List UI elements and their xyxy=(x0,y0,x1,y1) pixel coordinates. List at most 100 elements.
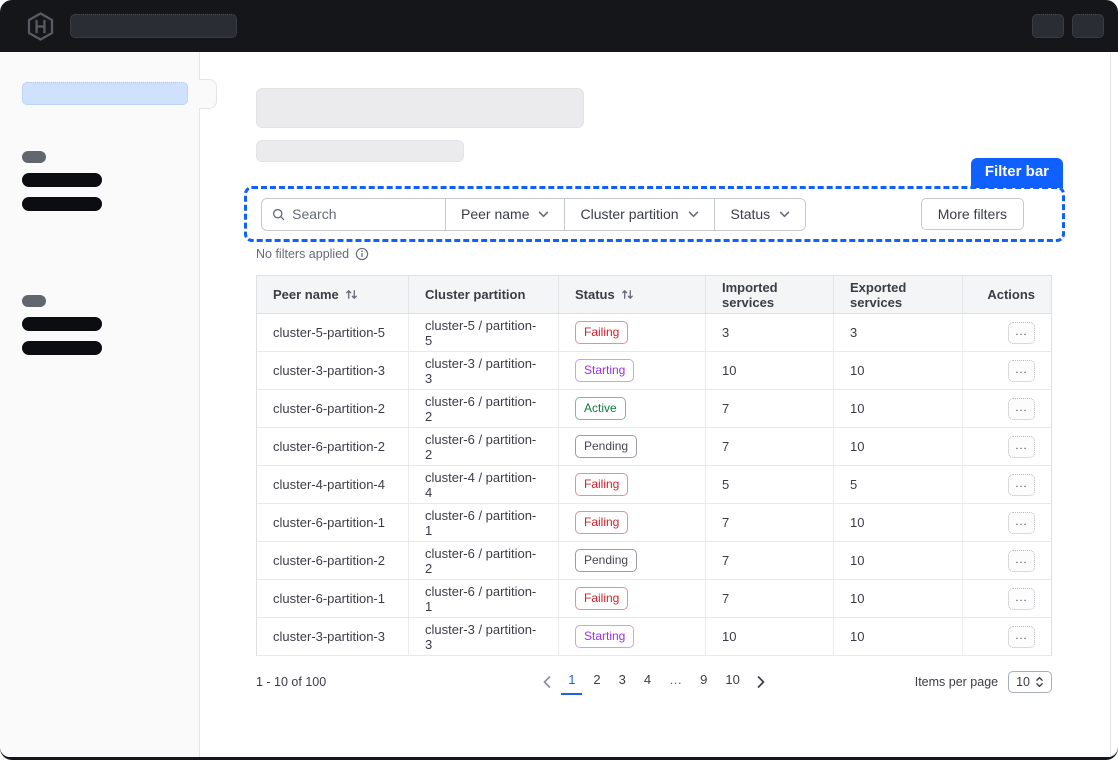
table-row: cluster-3-partition-3 cluster-3 / partiti… xyxy=(257,618,1051,656)
cell-imported-services: 7 xyxy=(705,542,833,579)
status-badge: Active xyxy=(575,397,626,420)
filters-applied-status: No filters applied xyxy=(256,247,1110,261)
cell-actions: ... xyxy=(962,504,1051,541)
page-number-4[interactable]: 4 xyxy=(637,668,658,695)
sidebar-nav-group xyxy=(22,295,187,355)
page-number-1[interactable]: 1 xyxy=(561,668,583,695)
cell-actions: ... xyxy=(962,580,1051,617)
cell-cluster-partition: cluster-6 / partition-2 xyxy=(408,542,558,579)
status-badge: Failing xyxy=(575,511,629,534)
cell-imported-services: 7 xyxy=(705,580,833,617)
cell-cluster-partition: cluster-3 / partition-3 xyxy=(408,352,558,389)
dropdown-label: Peer name xyxy=(461,206,530,222)
status-badge: Pending xyxy=(575,435,638,458)
cell-peer-name: cluster-6-partition-2 xyxy=(273,439,385,454)
column-header-peer-name[interactable]: Peer name xyxy=(257,276,408,313)
cell-actions: ... xyxy=(962,542,1051,579)
page-subtitle-placeholder xyxy=(256,140,464,162)
items-per-page-select[interactable]: 10 xyxy=(1008,670,1053,693)
sidebar-section-label-placeholder xyxy=(22,151,46,163)
table-row: cluster-4-partition-4 cluster-4 / partiti… xyxy=(257,466,1051,504)
row-actions-button[interactable]: ... xyxy=(1008,587,1035,610)
cell-exported-services: 10 xyxy=(833,352,962,389)
cell-peer-name: cluster-6-partition-1 xyxy=(273,591,385,606)
column-label: Status xyxy=(575,287,615,302)
previous-page-button[interactable] xyxy=(537,672,557,692)
page-number-10[interactable]: 10 xyxy=(718,668,746,695)
cell-exported-services: 3 xyxy=(833,314,962,351)
table-header: Peer name Cluster partition Status Impor… xyxy=(257,276,1051,314)
cell-cluster-partition: cluster-6 / partition-1 xyxy=(408,504,558,541)
search-input[interactable] xyxy=(292,206,435,222)
cell-cluster-partition: cluster-3 / partition-3 xyxy=(408,618,558,655)
table-body: cluster-5-partition-5 cluster-5 / partiti… xyxy=(257,314,1051,656)
filter-dropdown-peer-name[interactable]: Peer name xyxy=(445,198,565,230)
cell-actions: ... xyxy=(962,352,1051,389)
sort-icon xyxy=(621,290,633,299)
row-actions-button[interactable]: ... xyxy=(1008,511,1035,534)
items-per-page-value: 10 xyxy=(1016,674,1031,689)
page-number-9[interactable]: 9 xyxy=(693,668,714,695)
status-badge: Failing xyxy=(575,473,629,496)
row-actions-button[interactable]: ... xyxy=(1008,359,1035,382)
cell-status: Failing xyxy=(558,314,705,351)
peers-table: Peer name Cluster partition Status Impor… xyxy=(256,275,1052,656)
row-actions-button[interactable]: ... xyxy=(1008,397,1035,420)
row-actions-button[interactable]: ... xyxy=(1008,625,1035,648)
nav-button-placeholder xyxy=(1032,14,1064,38)
column-label: Cluster partition xyxy=(425,287,526,302)
next-page-button[interactable] xyxy=(751,672,771,692)
chevron-down-icon xyxy=(688,211,698,217)
cell-cluster-partition: cluster-5 / partition-5 xyxy=(408,314,558,351)
sidebar-section-label-placeholder xyxy=(22,295,46,307)
row-actions-button[interactable]: ... xyxy=(1008,549,1035,572)
nav-actions xyxy=(1032,14,1104,38)
table-row: cluster-6-partition-1 cluster-6 / partiti… xyxy=(257,580,1051,618)
table-row: cluster-6-partition-2 cluster-6 / partiti… xyxy=(257,542,1051,580)
items-per-page-label: Items per page xyxy=(914,674,999,689)
cell-actions: ... xyxy=(962,428,1051,465)
app-body: Filter bar Peer name xyxy=(0,52,1118,757)
nav-button-placeholder xyxy=(1072,14,1104,38)
table-row: cluster-6-partition-2 cluster-6 / partiti… xyxy=(257,390,1051,428)
chevron-down-icon xyxy=(539,211,549,217)
table-row: cluster-3-partition-3 cluster-3 / partiti… xyxy=(257,352,1051,390)
cell-peer-name: cluster-4-partition-4 xyxy=(273,477,385,492)
page-number-2[interactable]: 2 xyxy=(586,668,607,695)
status-badge: Pending xyxy=(575,549,638,572)
cell-peer-name: cluster-5-partition-5 xyxy=(273,325,385,340)
filter-bar-annotation: Filter bar Peer name xyxy=(244,158,1065,242)
filter-bar: Peer name Cluster partition Status xyxy=(244,186,1065,242)
page-number-3[interactable]: 3 xyxy=(612,668,633,695)
column-label: Exported services xyxy=(850,279,907,310)
cell-imported-services: 10 xyxy=(705,618,833,655)
filter-group: Peer name Cluster partition Status xyxy=(261,197,807,231)
row-actions-button[interactable]: ... xyxy=(1008,321,1035,344)
filter-dropdown-status[interactable]: Status xyxy=(714,198,806,230)
sidebar-active-item-placeholder xyxy=(22,82,188,105)
table-row: cluster-6-partition-2 cluster-6 / partiti… xyxy=(257,428,1051,466)
cell-cluster-partition: cluster-6 / partition-2 xyxy=(408,390,558,427)
row-actions-button[interactable]: ... xyxy=(1008,473,1035,496)
cell-status: Pending xyxy=(558,542,705,579)
pagination-range: 1 - 10 of 100 xyxy=(256,674,327,689)
items-per-page: Items per page 10 xyxy=(771,670,1053,693)
sidebar-item-placeholder xyxy=(22,317,102,331)
cell-exported-services: 10 xyxy=(833,542,962,579)
filter-dropdown-cluster-partition[interactable]: Cluster partition xyxy=(564,198,715,230)
search-field[interactable] xyxy=(262,199,445,230)
sidebar xyxy=(0,52,200,757)
sidebar-collapse-handle[interactable] xyxy=(199,79,217,109)
cell-cluster-partition: cluster-6 / partition-1 xyxy=(408,580,558,617)
filters-applied-text: No filters applied xyxy=(256,247,350,261)
cell-imported-services: 7 xyxy=(705,428,833,465)
dropdown-label: Status xyxy=(730,206,771,222)
more-filters-button[interactable]: More filters xyxy=(920,198,1024,230)
info-icon[interactable] xyxy=(355,247,369,261)
row-actions-button[interactable]: ... xyxy=(1008,435,1035,458)
main-area: Filter bar Peer name xyxy=(200,52,1111,757)
column-header-status[interactable]: Status xyxy=(558,276,705,313)
top-nav xyxy=(0,0,1118,52)
column-label: Peer name xyxy=(273,287,339,302)
